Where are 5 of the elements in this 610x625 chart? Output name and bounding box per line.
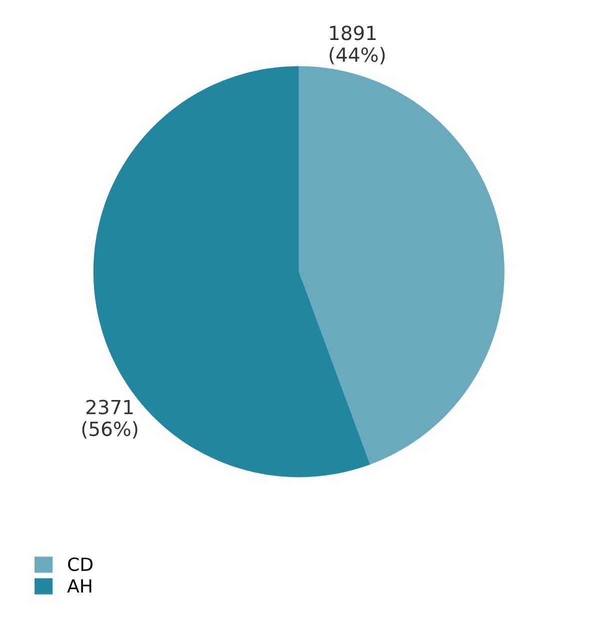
data-label: 1891 (44%) [330, 26, 385, 64]
pie-slice [298, 66, 504, 464]
legend-label: CD [68, 557, 92, 572]
legend-label: AH [67, 579, 92, 592]
data-label: 2371 (56%) [82, 400, 138, 438]
